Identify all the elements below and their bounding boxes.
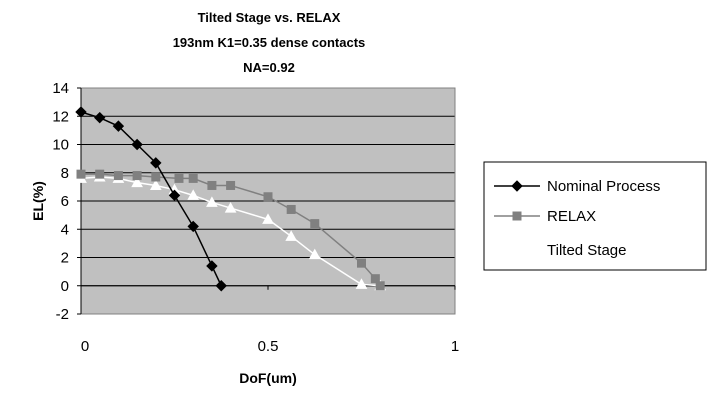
data-point bbox=[132, 171, 142, 181]
y-tick-label: 8 bbox=[61, 165, 69, 182]
legend-marker bbox=[511, 243, 523, 255]
data-point bbox=[308, 248, 321, 260]
y-tick-label: 12 bbox=[52, 108, 69, 125]
data-point bbox=[206, 260, 218, 272]
series-relax bbox=[76, 169, 385, 291]
y-tick-label: -2 bbox=[56, 306, 69, 323]
data-point bbox=[310, 219, 320, 229]
y-tick-label: 14 bbox=[52, 80, 69, 97]
series-layer bbox=[75, 106, 387, 292]
y-axis-label: EL(%) bbox=[30, 181, 46, 221]
y-tick-labels: -2 0 2 4 6 8 10 12 14 bbox=[52, 80, 69, 323]
data-point bbox=[370, 274, 380, 284]
title-line-2: 193nm K1=0.35 dense contacts bbox=[173, 35, 366, 50]
data-point bbox=[174, 173, 184, 183]
x-tick-label: 1 bbox=[451, 338, 459, 355]
data-point bbox=[131, 176, 143, 188]
data-point bbox=[149, 179, 162, 190]
x-tick-label: 0.5 bbox=[258, 338, 279, 355]
data-point bbox=[262, 213, 274, 224]
data-point bbox=[286, 204, 296, 214]
y-tick-label: 2 bbox=[61, 250, 69, 267]
legend: Nominal Process RELAX Tilted Stage bbox=[483, 161, 707, 271]
data-point bbox=[188, 173, 198, 183]
legend-label: Nominal Process bbox=[547, 178, 660, 195]
legend-marker bbox=[511, 180, 523, 192]
data-point bbox=[76, 169, 86, 179]
series-nominal-process bbox=[75, 106, 227, 292]
x-axis-label: DoF(um) bbox=[239, 370, 297, 386]
axes bbox=[77, 87, 456, 315]
x-tick-labels: 0 0.5 1 bbox=[81, 338, 459, 355]
data-point bbox=[113, 171, 123, 181]
data-point bbox=[75, 106, 87, 118]
y-tick-label: 6 bbox=[61, 193, 69, 210]
data-point bbox=[150, 157, 162, 169]
x-tick-label: 0 bbox=[81, 338, 89, 355]
data-point bbox=[375, 281, 385, 291]
data-point bbox=[224, 202, 237, 213]
y-tick-label: 10 bbox=[52, 137, 69, 154]
data-point bbox=[355, 278, 368, 289]
legend-label: RELAX bbox=[547, 208, 596, 225]
data-point bbox=[215, 280, 227, 292]
data-point bbox=[93, 111, 106, 124]
data-point bbox=[226, 180, 236, 190]
data-point bbox=[112, 120, 125, 132]
data-point bbox=[285, 230, 298, 241]
chart-title: Tilted Stage vs. RELAX 193nm K1=0.35 den… bbox=[173, 10, 366, 75]
y-tick-label: 0 bbox=[61, 278, 69, 295]
data-point bbox=[263, 192, 273, 202]
legend-marker bbox=[512, 211, 522, 221]
title-line-3: NA=0.92 bbox=[243, 60, 295, 75]
y-tick-label: 4 bbox=[61, 221, 69, 238]
data-point bbox=[187, 189, 200, 200]
data-point bbox=[357, 258, 366, 268]
data-point bbox=[207, 180, 217, 190]
data-point bbox=[131, 138, 143, 151]
data-point bbox=[95, 169, 105, 179]
data-point bbox=[187, 220, 199, 233]
data-point bbox=[151, 172, 161, 182]
data-point bbox=[206, 196, 218, 207]
data-point bbox=[168, 189, 181, 202]
title-line-1: Tilted Stage vs. RELAX bbox=[198, 10, 341, 25]
legend-label: Tilted Stage bbox=[547, 242, 627, 259]
